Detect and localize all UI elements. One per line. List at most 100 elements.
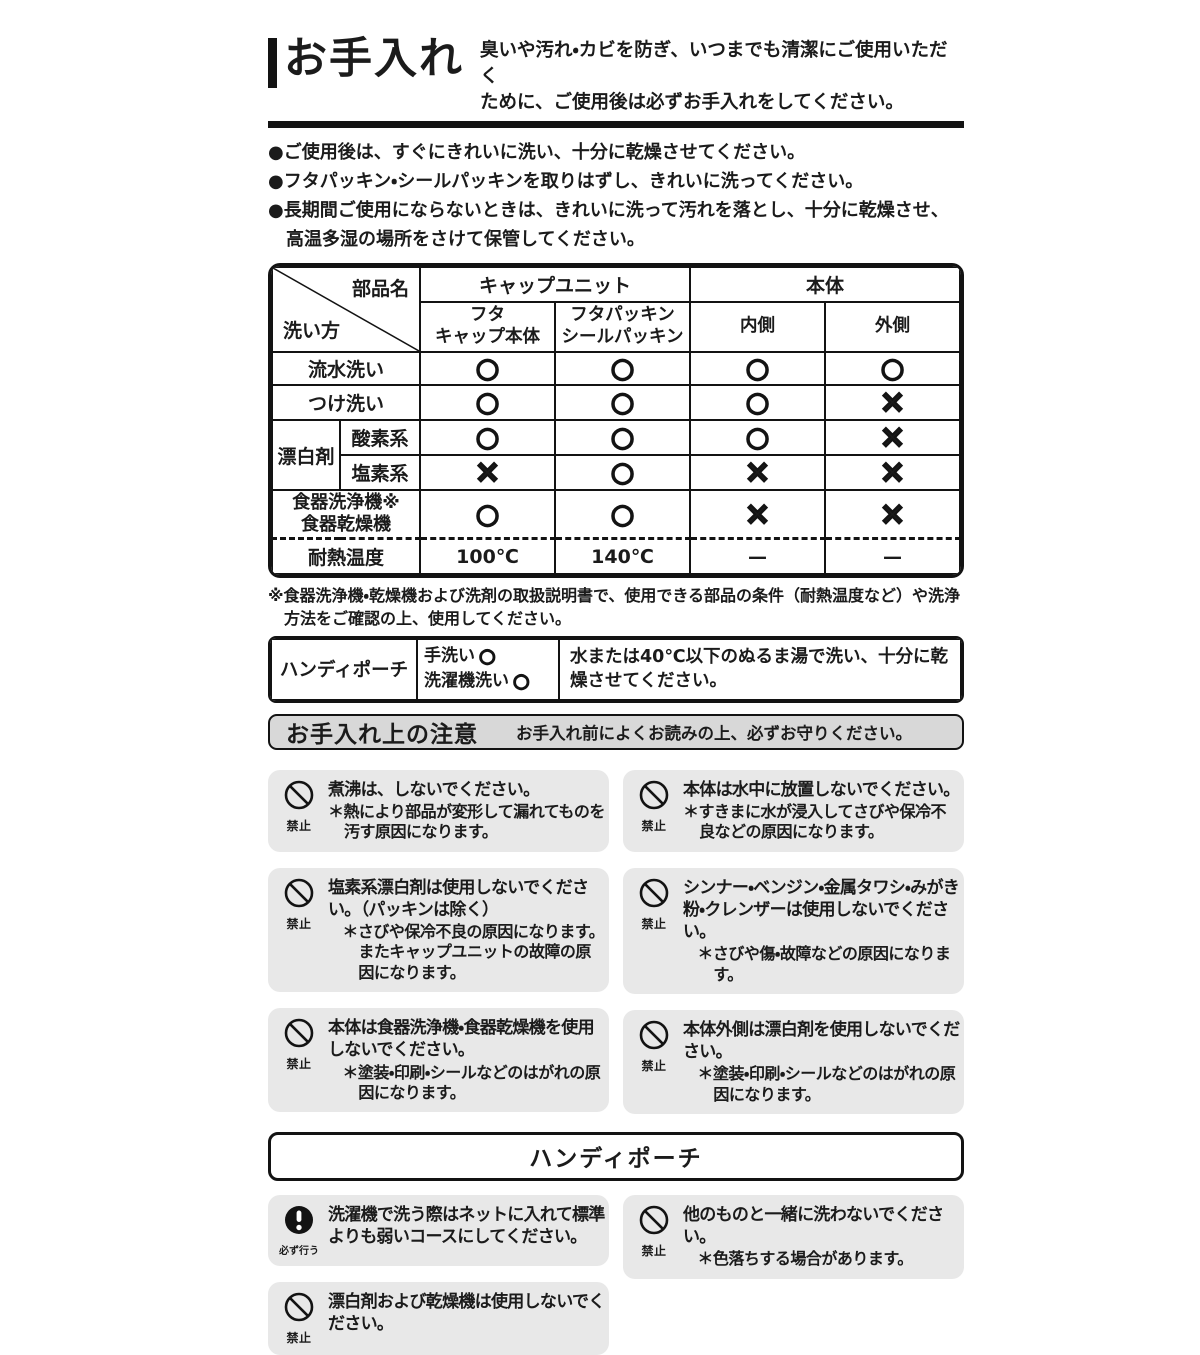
caution-note: ＊さびや傷・故障などの原因になります。	[697, 944, 951, 984]
mark: ○	[512, 670, 530, 693]
method-name: 手洗い	[424, 645, 475, 666]
caution-box-dishwasher: 禁止 本体は食器洗浄機・食器乾燥機を使用しないでください。 ＊塗装・印刷・シール…	[268, 1008, 609, 1113]
mark: ○	[610, 498, 636, 530]
mark: ×	[878, 419, 906, 456]
prohibition-icon	[639, 1020, 669, 1050]
row-label: 塩素系	[339, 454, 421, 492]
pouch-column-right: 禁止 他のものと一緒に洗わないでください。 ＊色落ちする場合があります。	[623, 1195, 964, 1355]
mark: ×	[743, 495, 771, 532]
pouch-wash-table: ハンディポーチ 手洗い ○ 洗濯機洗い ○ 水または40℃以下のぬるま湯で洗い、…	[268, 635, 964, 703]
caution-note: ＊塗装・印刷・シールなどのはがれの原因になります。	[697, 1064, 956, 1104]
group-header-cap-unit: キャップユニット	[418, 266, 692, 304]
icon-block: 禁止	[278, 877, 320, 984]
caution-heading: 塩素系漂白剤は使用しないでください。（パッキンは除く）	[328, 877, 589, 920]
prohibition-label: 禁止	[641, 1058, 667, 1073]
caution-heading: 洗濯機で洗う際はネットに入れて標準よりも弱いコースにしてください。	[328, 1205, 605, 1248]
prohibition-icon	[284, 1292, 314, 1322]
pouch-methods: 手洗い ○ 洗濯機洗い ○	[416, 637, 560, 701]
page-title: お手入れ	[284, 34, 464, 84]
prohibition-icon	[639, 1205, 669, 1235]
caution-heading: 本体は水中に放置しないでください。	[683, 779, 960, 800]
mark: ○	[475, 353, 501, 385]
corner-label-parts: 部品名	[351, 278, 409, 301]
heat-resistance-row: 耐熱温度 100℃ 140℃ — —	[271, 538, 961, 576]
row-label: つけ洗い	[271, 384, 421, 422]
icon-block: 禁止	[633, 1204, 675, 1270]
prohibition-icon	[284, 780, 314, 810]
prohibition-label: 禁止	[641, 1244, 667, 1259]
section-header: お手入れ 臭いや汚れ・カビを防ぎ、いつまでも清潔にご使用いただく ために、ご使用…	[268, 34, 964, 128]
mark: ×	[743, 454, 771, 491]
pouch-description: 水または40℃以下のぬるま湯で洗い、十分に乾燥させてください。	[558, 637, 962, 701]
row-label: 食器洗浄機※ 食器乾燥機	[271, 489, 421, 540]
care-bullet-list: ●ご使用後は、すぐにきれいに洗い、十分に乾燥させてください。 ●フタパッキン・シ…	[268, 138, 964, 255]
mark: ○	[475, 498, 501, 530]
caution-heading: 漂白剤および乾燥機は使用しないでください。	[328, 1292, 605, 1335]
care-instructions-page: お手入れ 臭いや汚れ・カビを防ぎ、いつまでも清潔にご使用いただく ために、ご使用…	[268, 34, 964, 1355]
col-header: 外側	[824, 301, 961, 354]
heat-value: 140℃	[553, 538, 692, 576]
corner-label-method: 洗い方	[283, 320, 341, 343]
caution-boxes: 禁止 煮沸は、しないでください。 ＊熱により部品が変形して漏れてものを汚す原因に…	[268, 769, 964, 1115]
pouch-box-wash-separately: 禁止 他のものと一緒に洗わないでください。 ＊色落ちする場合があります。	[623, 1195, 964, 1279]
mark: ○	[610, 457, 636, 489]
prohibition-label: 禁止	[286, 1331, 312, 1346]
heat-value: —	[824, 538, 961, 576]
prohibition-label: 禁止	[641, 818, 667, 833]
mark: ○	[610, 422, 636, 454]
pouch-boxes: 必ず行う 洗濯機で洗う際はネットに入れて標準よりも弱いコースにしてください。 禁…	[268, 1195, 964, 1355]
table-row: 塩素系 × ○ × ×	[272, 454, 961, 492]
caution-heading: 本体は食器洗浄機・食器乾燥機を使用しないでください。	[328, 1018, 595, 1061]
table-row: 漂白剤 酸素系 ○ ○ ○ ×	[271, 419, 961, 492]
prohibition-label: 禁止	[286, 1057, 312, 1072]
caution-note: ＊さびや保冷不良の原因になります。またキャップユニットの故障の原因になります。	[342, 921, 605, 982]
table-row: つけ洗い ○ ○ ○ ×	[271, 384, 961, 422]
icon-block: 必ず行う	[278, 1204, 320, 1257]
col-header: フタパッキン シールパッキン	[553, 301, 692, 354]
pouch-column-left: 必ず行う 洗濯機で洗う際はネットに入れて標準よりも弱いコースにしてください。 禁…	[268, 1195, 609, 1355]
group-header-body: 本体	[689, 266, 961, 304]
mark: ○	[475, 422, 501, 454]
pouch-box-bleach-dryer: 禁止 漂白剤および乾燥機は使用しないでください。	[268, 1282, 609, 1355]
mark: ×	[878, 495, 906, 532]
caution-column-left: 禁止 煮沸は、しないでください。 ＊熱により部品が変形して漏れてものを汚す原因に…	[268, 769, 609, 1114]
prohibition-icon	[639, 780, 669, 810]
method-name: 洗濯機洗い	[424, 671, 509, 692]
mark: ○	[610, 353, 636, 385]
table-row: 流水洗い ○ ○ ○ ○	[271, 351, 961, 387]
mark: ×	[473, 454, 501, 491]
caution-box-boiling: 禁止 煮沸は、しないでください。 ＊熱により部品が変形して漏れてものを汚す原因に…	[268, 769, 609, 852]
caution-note: ＊塗装・印刷・シールなどのはがれの原因になります。	[342, 1062, 601, 1103]
row-label: 酸素系	[339, 419, 421, 457]
icon-block: 禁止	[278, 1017, 320, 1103]
caution-note: ＊色落ちする場合があります。	[697, 1249, 913, 1269]
mark: ○	[745, 422, 771, 454]
mark: ×	[878, 384, 906, 421]
pouch-label: ハンディポーチ	[270, 637, 418, 701]
caution-subtitle: お手入れ前によくお読みの上、必ずお守りください。	[516, 723, 912, 743]
diagonal-divider	[273, 268, 419, 351]
bullet-item: ●ご使用後は、すぐにきれいに洗い、十分に乾燥させてください。	[268, 141, 806, 163]
caution-box-water-soak: 禁止 本体は水中に放置しないでください。 ＊すきまに水が浸入してさびや保冷不良な…	[623, 769, 964, 852]
mark: ○	[475, 387, 501, 419]
mark: ○	[610, 387, 636, 419]
prohibition-icon	[639, 878, 669, 908]
icon-block: 禁止	[633, 779, 675, 843]
row-label: 流水洗い	[271, 351, 421, 387]
mark: ○	[880, 353, 906, 385]
mandatory-label: 必ず行う	[279, 1246, 319, 1258]
wash-method-table: 部品名 洗い方 キャップユニット 本体 フタ キャップ本体 フタパッキン シール…	[268, 263, 964, 579]
prohibition-label: 禁止	[286, 818, 312, 833]
caution-box-chlorine-bleach: 禁止 塩素系漂白剤は使用しないでください。（パッキンは除く） ＊さびや保冷不良の…	[268, 867, 609, 993]
mandatory-icon	[285, 1206, 313, 1235]
caution-heading: シンナー・ベンジン・金属タワシ・みがき粉・クレンザーは使用しないでください。	[683, 877, 960, 942]
caution-heading: 煮沸は、しないでください。	[328, 779, 540, 800]
bullet-item: ●フタパッキン・シールパッキンを取りはずし、きれいに洗ってください。	[268, 170, 864, 192]
pouch-section-title: ハンディポーチ	[268, 1132, 964, 1182]
prohibition-label: 禁止	[286, 916, 312, 931]
caution-heading: 他のものと一緒に洗わないでください。	[683, 1205, 944, 1248]
row-group-label: 漂白剤	[271, 419, 341, 492]
col-header: 内側	[689, 301, 827, 354]
caution-note: ＊すきまに水が浸入してさびや保冷不良などの原因になります。	[683, 801, 947, 842]
icon-block: 禁止	[278, 779, 320, 843]
